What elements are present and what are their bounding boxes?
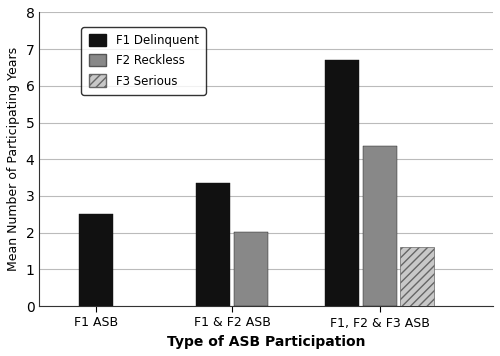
X-axis label: Type of ASB Participation: Type of ASB Participation (167, 335, 366, 349)
Bar (234, 231, 268, 306)
Bar (325, 60, 359, 306)
Bar (362, 146, 396, 306)
Bar (79, 214, 113, 306)
Y-axis label: Mean Number of Participating Years: Mean Number of Participating Years (7, 47, 20, 271)
Bar (400, 247, 434, 306)
Legend: F1 Delinquent, F2 Reckless, F3 Serious: F1 Delinquent, F2 Reckless, F3 Serious (82, 27, 206, 95)
Bar (196, 183, 230, 306)
